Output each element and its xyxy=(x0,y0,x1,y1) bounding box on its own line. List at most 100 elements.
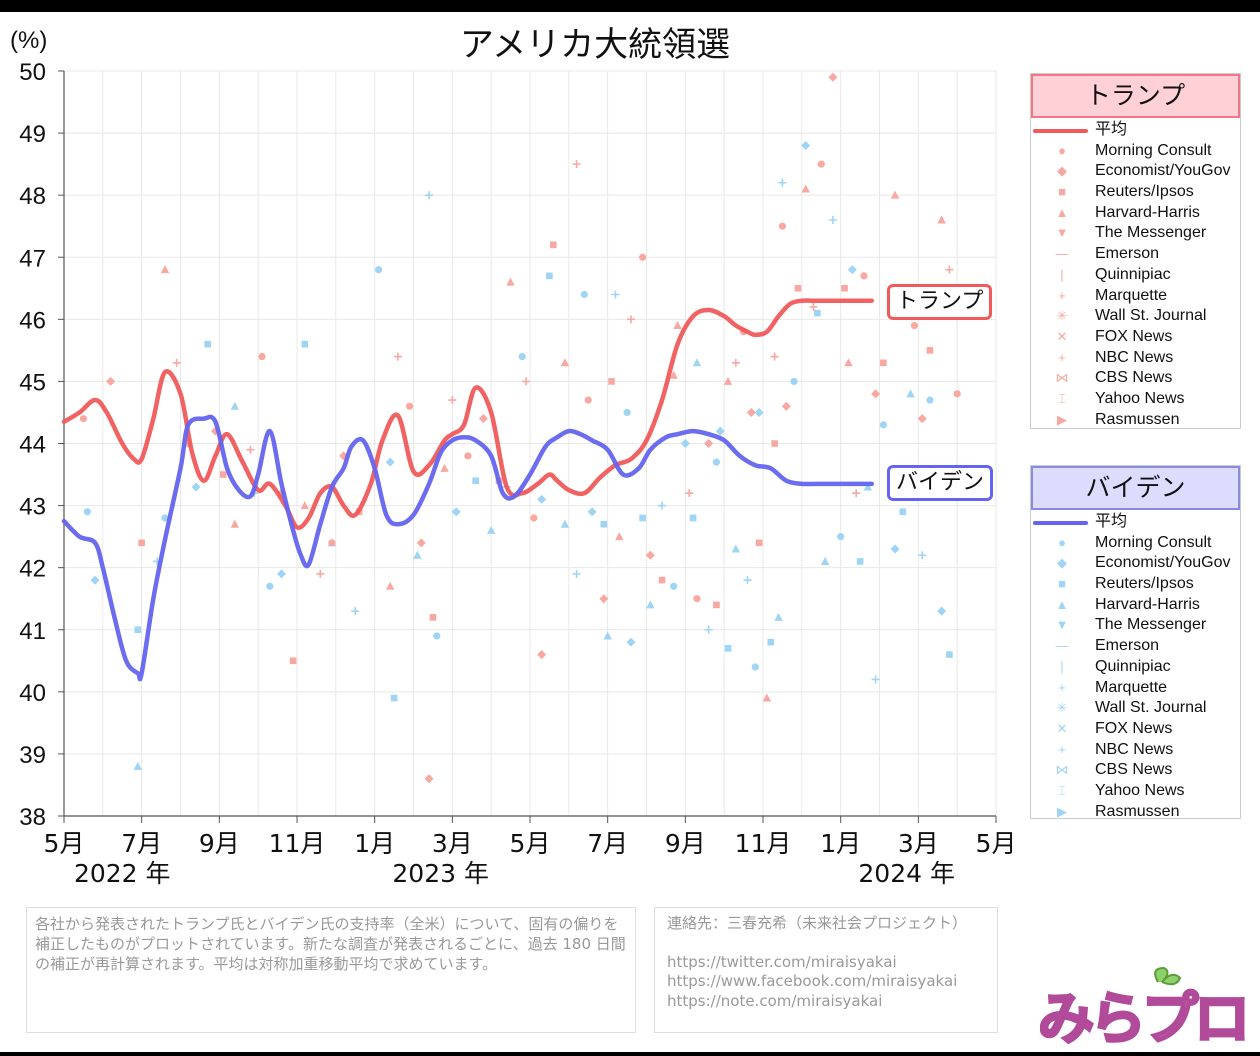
trump-poll-point xyxy=(608,378,615,385)
contact-link-note[interactable]: https://note.com/miraisyakai xyxy=(667,991,883,1010)
y-tick-label: 45 xyxy=(19,369,46,396)
x-tick-label: 11月 xyxy=(735,829,792,858)
biden-poll-point xyxy=(161,514,169,522)
trump-poll-point xyxy=(926,347,934,354)
biden-poll-point xyxy=(626,637,636,647)
legend-biden-item: ▼ The Messenger xyxy=(1031,615,1240,636)
contact-link-facebook[interactable]: https://www.facebook.com/miraisyakai xyxy=(667,972,958,990)
trump-average-line xyxy=(61,298,874,530)
trump-poll-point xyxy=(645,550,655,560)
trump-poll-point xyxy=(669,370,678,379)
trump-poll-point xyxy=(844,358,853,367)
biden-poll-point xyxy=(790,377,798,386)
legend-label: Economist/YouGov xyxy=(1095,554,1231,572)
biden-poll-point xyxy=(937,606,947,616)
legend-trump-item: + NBC News xyxy=(1031,348,1240,369)
trump-poll-point xyxy=(910,321,919,330)
legend-trump-item: — Emerson xyxy=(1031,244,1240,265)
trump-poll-point xyxy=(945,265,954,274)
trump-poll-point xyxy=(424,774,434,784)
trump-poll-point xyxy=(917,414,927,424)
legend-label: The Messenger xyxy=(1095,616,1207,634)
legend-marker-icon: ⌶ xyxy=(1058,390,1066,406)
contact-link-twitter[interactable]: https://twitter.com/miraisyakai xyxy=(667,952,897,971)
legend-marker-icon: ◆ xyxy=(1057,163,1067,179)
biden-poll-point xyxy=(90,575,100,585)
trump-poll-point xyxy=(673,321,682,330)
trump-poll-point xyxy=(778,222,787,230)
chart-title: アメリカ大統領選 xyxy=(460,25,730,65)
legend-biden-item: ✕ FOX News xyxy=(1031,719,1240,740)
biden-poll-point xyxy=(600,520,608,528)
legend-label: Reuters/Ipsos xyxy=(1095,183,1194,201)
legend-marker-icon: ● xyxy=(1058,534,1066,550)
x-tick-label: 5月 xyxy=(510,829,551,858)
methodology-note: 各社から発表されたトランプ氏とバイデン氏の支持率（全米）について、固有の偏りを補… xyxy=(26,907,636,1033)
biden-poll-point xyxy=(639,514,646,522)
x-tick-label: 7月 xyxy=(587,829,628,858)
legend-label: Yahoo News xyxy=(1095,781,1185,799)
biden-poll-point xyxy=(863,482,873,491)
legend-trump-item: ● Morning Consult xyxy=(1031,141,1240,162)
legend-trump-item: ✳ Wall St. Journal xyxy=(1031,306,1240,327)
legend-line-swatch xyxy=(1033,521,1088,525)
trump-poll-point xyxy=(693,595,701,603)
biden-poll-point xyxy=(351,607,360,616)
biden-poll-point xyxy=(926,396,934,404)
trump-poll-point xyxy=(406,402,414,410)
biden-poll-point xyxy=(276,569,286,579)
legend-label: Emerson xyxy=(1095,245,1160,263)
biden-poll-point xyxy=(560,519,570,528)
legend-label: Marquette xyxy=(1095,678,1168,696)
x-tick-label: 9月 xyxy=(665,829,706,858)
biden-poll-point xyxy=(572,569,581,578)
legend-label: Emerson xyxy=(1095,637,1160,655)
legend-marker-icon: + xyxy=(1058,349,1066,365)
legend-label: Harvard-Harris xyxy=(1095,595,1200,613)
legend-marker-icon: ✕ xyxy=(1056,720,1068,736)
biden-poll-point xyxy=(724,645,732,652)
trump-poll-point xyxy=(852,489,861,498)
biden-poll-point xyxy=(767,638,775,646)
legend-label: 平均 xyxy=(1095,121,1128,138)
biden-poll-point xyxy=(204,340,211,348)
trump-poll-point xyxy=(530,514,538,522)
y-tick-label: 47 xyxy=(19,245,46,272)
poll-chart: 38 39 40 41 42 43 44 45 46 47 48 49 50 5月 7月 9月 11月 1月 3月 5… xyxy=(10,25,1016,888)
x-tick-label: 11月 xyxy=(269,829,326,858)
biden-poll-point xyxy=(580,290,588,299)
legend-marker-icon: + xyxy=(1058,287,1066,303)
biden-poll-point xyxy=(425,191,434,200)
biden-poll-point xyxy=(603,631,612,640)
trump-poll-point xyxy=(809,302,818,311)
legend-trump-item: | Quinnipiac xyxy=(1031,265,1240,286)
trump-poll-point xyxy=(755,539,763,547)
trump-poll-point xyxy=(860,272,868,280)
biden-poll-point xyxy=(731,544,741,553)
biden-poll-point xyxy=(906,389,915,398)
legend-trump-item: ▶ Rasmussen xyxy=(1031,410,1240,431)
trump-poll-point xyxy=(219,471,227,478)
trump-poll-point xyxy=(626,315,635,324)
trump-poll-point xyxy=(615,532,624,541)
trump-poll-point xyxy=(478,414,488,424)
legend-label: FOX News xyxy=(1095,327,1173,345)
trump-poll-point xyxy=(506,277,515,286)
trump-poll-point xyxy=(230,519,240,528)
legend-label: CBS News xyxy=(1095,761,1173,779)
legend-line-swatch xyxy=(1033,129,1088,133)
biden-poll-point xyxy=(658,501,667,510)
legend-label: Rasmussen xyxy=(1095,802,1180,820)
legend-label: FOX News xyxy=(1095,719,1173,737)
trump-poll-point xyxy=(448,396,457,405)
legend-marker-icon: ▲ xyxy=(1055,596,1069,612)
trump-poll-point xyxy=(685,489,694,498)
year-label: 2022 年 xyxy=(74,859,171,888)
trump-poll-point xyxy=(841,284,848,292)
y-tick-label: 43 xyxy=(19,494,46,521)
legend-marker-icon: ✳ xyxy=(1056,700,1068,716)
y-tick-label: 42 xyxy=(19,556,46,583)
trump-poll-point xyxy=(704,439,714,448)
legend-marker-icon: ● xyxy=(1058,142,1066,158)
trump-poll-point xyxy=(794,284,802,292)
